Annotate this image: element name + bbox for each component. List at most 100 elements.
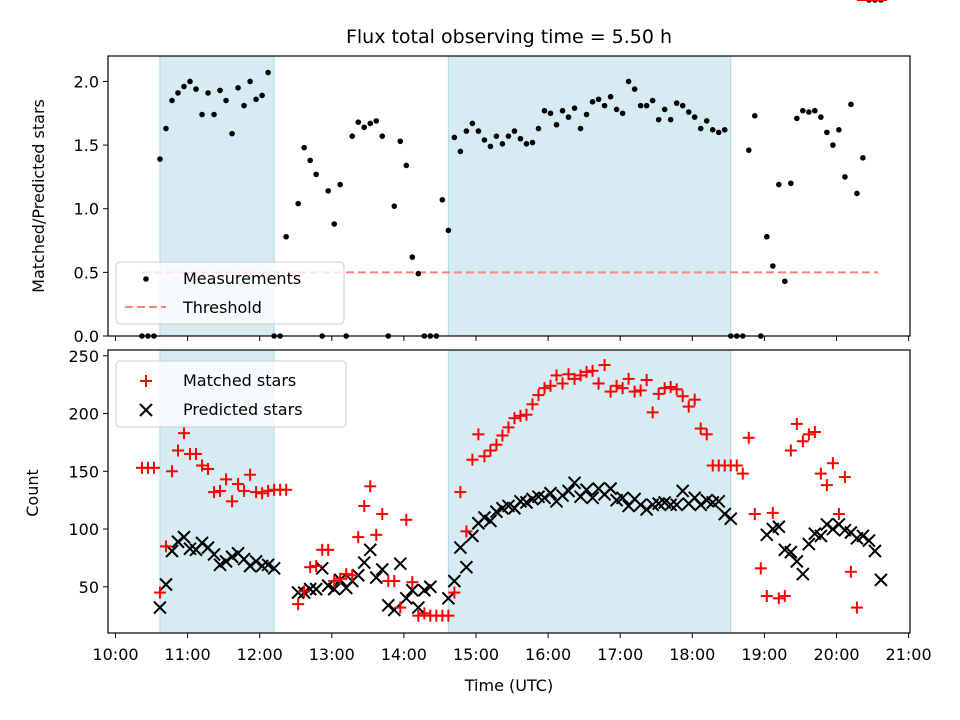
predicted-star-marker [868,544,882,558]
x-tick-label: 19:00 [741,645,787,664]
measurement-point [391,203,398,209]
measurement-point [337,181,344,188]
matched-star-marker [784,444,797,457]
y-tick-label: 0.5 [74,263,99,282]
legend-threshold: Threshold [182,298,262,317]
count-points [135,0,888,622]
predicted-star-marker [363,543,377,557]
matched-star-marker [826,457,839,470]
matched-star-marker [412,609,425,622]
matched-star-marker [190,447,203,460]
predicted-star-marker [405,583,420,597]
count-axes-frame [107,349,911,634]
matched-star-marker [406,576,419,589]
ratio-x-ticks [115,336,910,341]
matched-star-marker [304,561,317,574]
matched-star-marker [202,462,215,475]
predicted-star-marker [712,494,726,509]
measurement-point [451,134,458,141]
matched-star-marker [460,525,473,538]
matched-star-marker [658,382,671,395]
legend-matched: Matched stars [183,371,296,390]
matched-star-marker [370,528,383,541]
predicted-star-marker [579,483,594,497]
legend-measurements: Measurements [183,269,301,288]
legend-predicted: Predicted stars [183,400,303,419]
predicted-star-marker [423,580,438,594]
matched-star-marker [496,429,509,442]
matched-star-marker [280,483,293,496]
matched-star-marker [616,382,629,395]
matched-star-marker [556,377,569,390]
matched-star-marker [544,379,557,392]
count-axes: 50 100 150 200 250 10:00 11:00 12:00 13:00 14:00… [23,0,932,695]
predicted-star-marker [369,570,383,585]
measurement-point [806,109,812,115]
predicted-star-marker [291,585,305,600]
matched-star-marker [640,374,653,387]
predicted-star-marker [417,583,432,597]
matched-star-marker [664,380,677,393]
measurement-point [565,114,572,120]
matched-star-marker [466,453,479,466]
predicted-star-marker [393,556,408,571]
matched-star-marker [730,459,743,472]
matched-star-marker [328,575,341,588]
measurement-point [673,100,680,106]
matched-star-marker [292,598,305,611]
matched-star-marker [568,372,581,385]
measurement-point [301,144,307,151]
x-tick-label: 21:00 [886,645,932,664]
predicted-star-marker [225,550,239,564]
matched-star-marker [502,421,515,434]
predicted-star-marker [675,484,690,498]
measurement-point [481,137,488,143]
matched-star-marker [754,562,767,575]
y-tick-label: 200 [68,405,99,424]
predicted-star-marker [303,582,317,596]
matched-star-marker [484,444,497,457]
measurement-point [259,92,265,99]
predicted-star-marker [615,491,630,505]
measurement-point [457,148,464,155]
measurement-point [559,107,566,114]
x-tick-label: 15:00 [453,645,499,664]
matched-star-marker [808,426,821,439]
matched-star-marker [153,586,166,599]
measurement-point [355,119,362,125]
matched-star-marker [778,590,791,603]
matched-star-marker [742,431,755,444]
measurement-point [475,128,482,134]
measurement-point [577,125,584,132]
matched-star-marker [832,508,845,521]
matched-star-marker [844,565,857,578]
measurement-point [691,114,698,120]
matched-star-marker [766,506,779,519]
measurement-point [511,128,518,134]
count-x-ticks: 10:00 11:00 12:00 13:00 14:00 15:00 16:00 17:00… [92,633,932,664]
measurement-point [487,143,494,150]
matched-star-marker [196,459,209,472]
predicted-star-marker [411,600,426,615]
matched-star-marker [208,486,221,499]
measurements-legend-marker [143,276,149,282]
measurement-point [571,105,578,111]
measurement-point [812,107,818,114]
predicted-star-marker [159,577,173,592]
matched-star-marker [604,385,617,398]
matched-star-marker [838,471,851,484]
measurement-point [415,270,422,277]
measurement-point [751,113,758,119]
matched-star-marker [508,412,521,425]
ratio-legend-box [115,261,345,325]
matched-star-marker [244,468,257,481]
predicted-star-marker [603,481,618,496]
y-tick-label: 50 [79,578,99,597]
measurement-point [836,127,842,133]
measurement-point [283,233,289,240]
measurement-point [313,171,319,178]
ratio-axes: 0.00.51.01.52.0 Matched/Predicted stars … [29,0,911,346]
matched-star-marker [352,531,365,544]
measurement-point [229,130,235,137]
matched-star-marker [171,444,184,457]
